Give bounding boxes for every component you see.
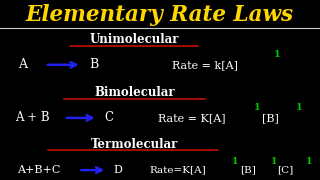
Text: 1: 1: [296, 103, 302, 112]
Text: A + B: A + B: [15, 111, 49, 124]
Text: Rate=K[A]: Rate=K[A]: [149, 166, 206, 175]
Text: Unimolecular: Unimolecular: [90, 33, 179, 46]
Text: Rate = k[A]: Rate = k[A]: [172, 60, 238, 70]
Text: Elementary Rate Laws: Elementary Rate Laws: [26, 4, 294, 26]
Text: A: A: [18, 58, 27, 71]
Text: 1: 1: [270, 157, 277, 166]
Text: 1: 1: [274, 50, 280, 59]
Text: [B]: [B]: [240, 166, 256, 175]
Text: B: B: [90, 58, 99, 71]
Text: C: C: [104, 111, 113, 124]
Text: [B]: [B]: [262, 113, 279, 123]
Text: Bimolecular: Bimolecular: [94, 86, 175, 99]
Text: 1: 1: [306, 157, 312, 166]
Text: 1: 1: [232, 157, 238, 166]
Text: [C]: [C]: [277, 166, 293, 175]
Text: 1: 1: [254, 103, 261, 112]
Text: Termolecular: Termolecular: [91, 138, 178, 150]
Text: A+B+C: A+B+C: [17, 165, 60, 175]
Text: Rate = K[A]: Rate = K[A]: [158, 113, 226, 123]
Text: D: D: [113, 165, 122, 175]
